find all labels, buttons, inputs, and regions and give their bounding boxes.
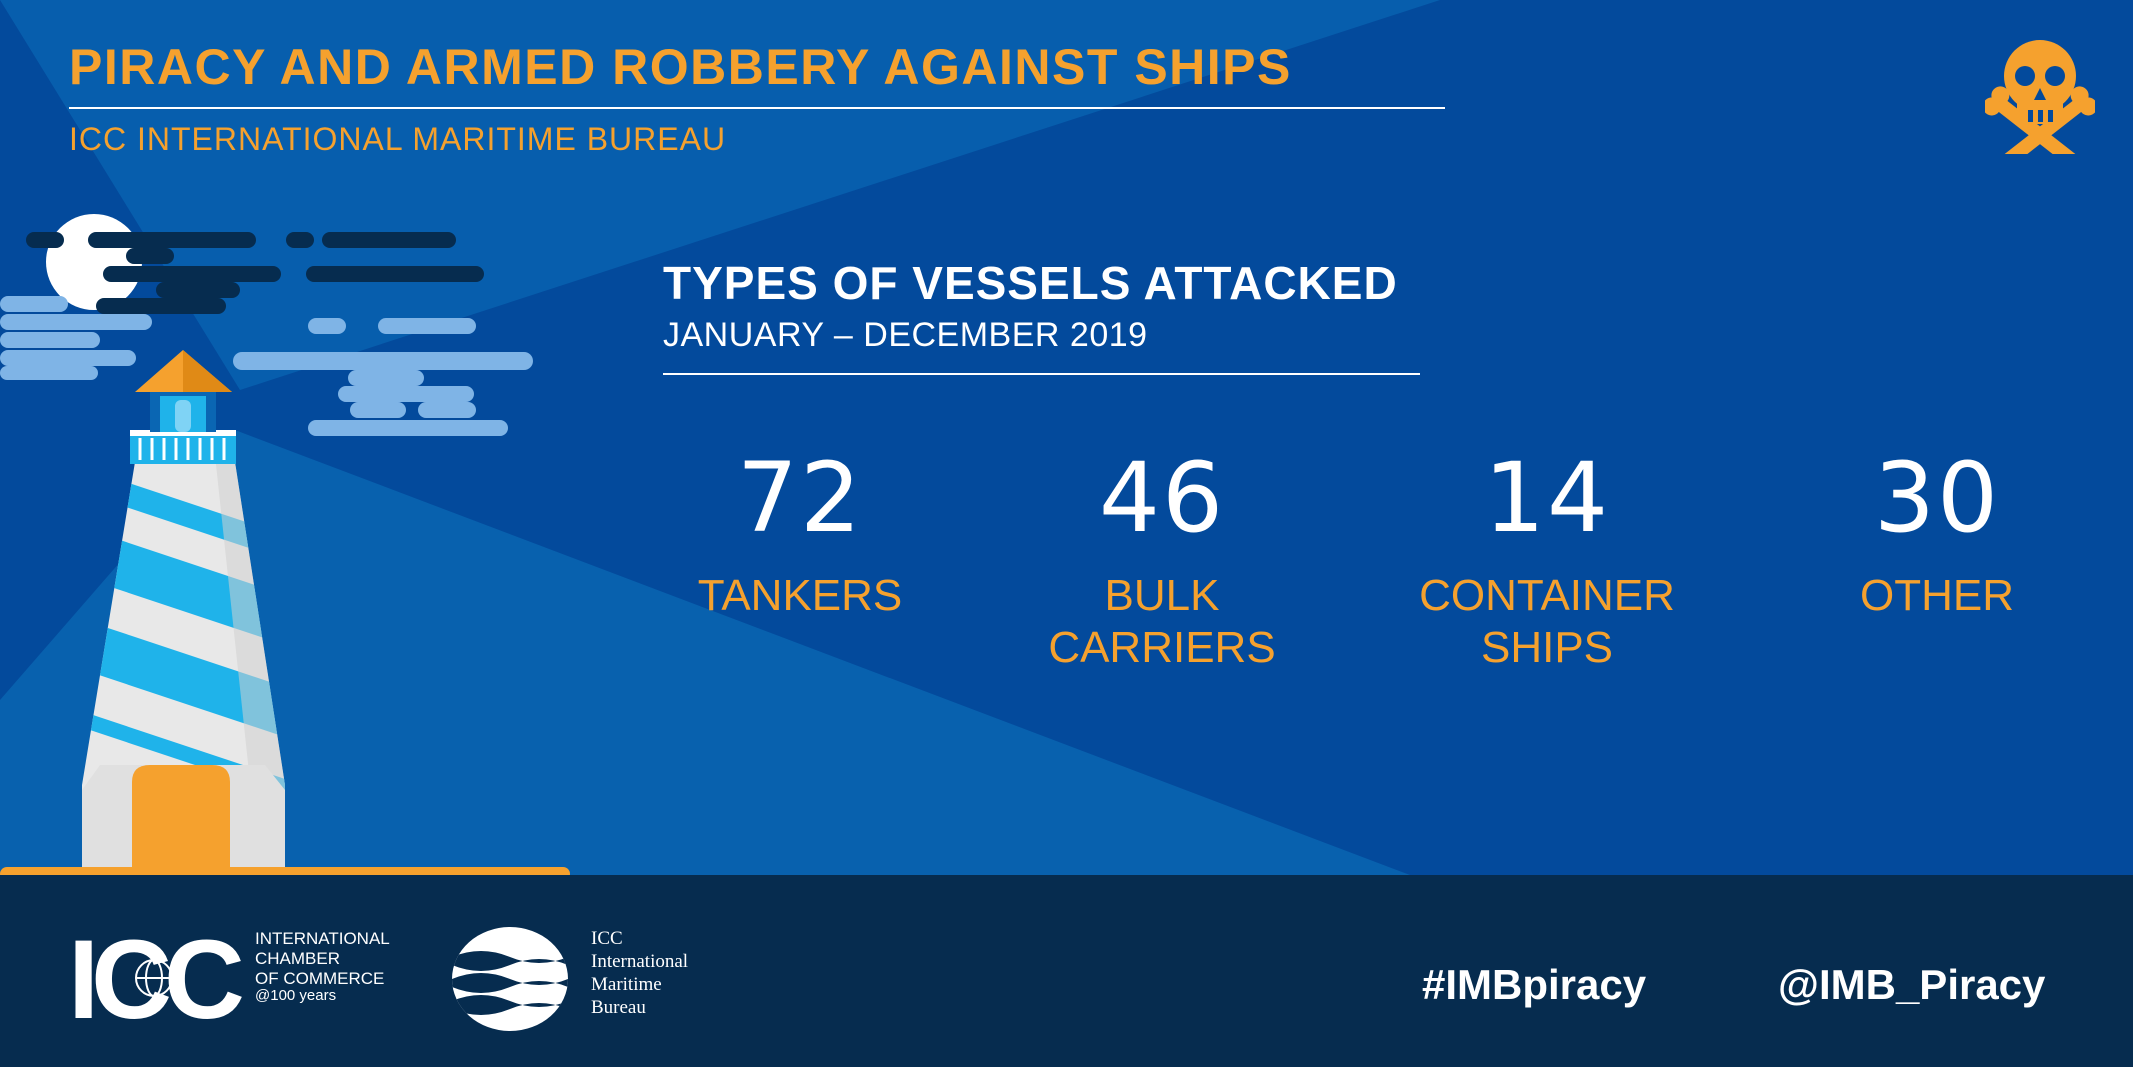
stat-container-ships: 14 CONTAINER SHIPS [1382, 448, 1712, 674]
stat-tankers: 72 TANKERS [635, 448, 965, 622]
section-period: JANUARY – DECEMBER 2019 [663, 316, 1148, 354]
icc-anniversary: @100 years [255, 987, 337, 1004]
imb-logo [452, 927, 568, 1031]
stat-label: CONTAINER SHIPS [1419, 571, 1675, 672]
skull-crossbones-icon [1985, 40, 2095, 154]
stat-label: OTHER [1860, 571, 2014, 620]
twitter-handle-link[interactable]: @IMB_Piracy [1778, 961, 2046, 1008]
imb-name: ICC International Maritime Bureau [591, 928, 689, 1018]
stat-bulk-carriers: 46 BULK CARRIERS [997, 448, 1327, 674]
stat-value: 30 [1873, 442, 2001, 554]
icc-logo: ICC [68, 928, 250, 1028]
stat-value: 14 [1483, 442, 1611, 554]
icc-name: INTERNATIONAL CHAMBER OF COMMERCE [255, 929, 390, 988]
section-divider [663, 373, 1420, 375]
stat-label: BULK CARRIERS [1048, 571, 1276, 672]
title-divider [69, 107, 1445, 109]
page-title: PIRACY AND ARMED ROBBERY AGAINST SHIPS [69, 39, 1292, 95]
stat-value: 72 [736, 442, 864, 554]
page-subtitle: ICC INTERNATIONAL MARITIME BUREAU [69, 121, 727, 157]
stat-label: TANKERS [697, 571, 903, 620]
stat-other: 30 OTHER [1772, 448, 2102, 622]
footer-bar [0, 875, 2133, 1067]
section-title: TYPES OF VESSELS ATTACKED [663, 257, 1398, 309]
hashtag-link[interactable]: #IMBpiracy [1422, 961, 1647, 1008]
stat-value: 46 [1098, 442, 1226, 554]
